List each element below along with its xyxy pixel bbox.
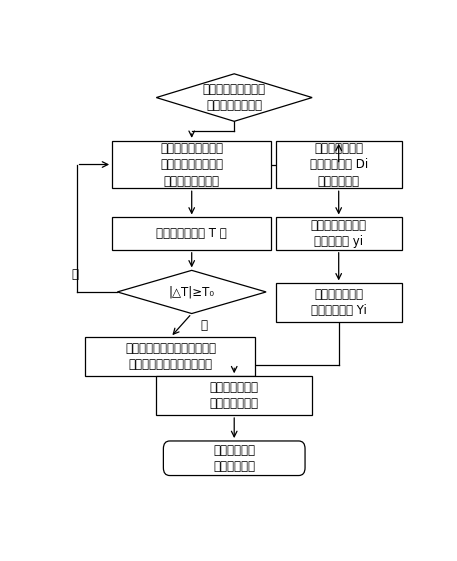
FancyBboxPatch shape: [112, 218, 271, 250]
FancyBboxPatch shape: [276, 141, 402, 188]
FancyBboxPatch shape: [156, 376, 312, 415]
Text: 否: 否: [71, 268, 78, 281]
Text: 制定干线交通信
号协调控制方案: 制定干线交通信 号协调控制方案: [210, 381, 259, 410]
Text: |△T|≥T₀: |△T|≥T₀: [169, 286, 215, 298]
Text: 建立协调方向上
车辆的到达率 Di
的时间曲线图: 建立协调方向上 车辆的到达率 Di 的时间曲线图: [309, 141, 368, 187]
FancyBboxPatch shape: [164, 441, 305, 476]
Text: 计算公共周期值 T 公: 计算公共周期值 T 公: [156, 227, 227, 240]
Text: 计算各交叉口的
绝对相位差值 Yi: 计算各交叉口的 绝对相位差值 Yi: [311, 288, 367, 318]
Text: 执行新的交通
信号控制方案: 执行新的交通 信号控制方案: [213, 444, 255, 473]
Text: 计算各交叉口在协调控制模式
下的交通信号控制配时方案: 计算各交叉口在协调控制模式 下的交通信号控制配时方案: [125, 342, 216, 371]
FancyBboxPatch shape: [276, 218, 402, 250]
Polygon shape: [117, 270, 266, 314]
FancyBboxPatch shape: [112, 141, 271, 188]
Text: 选择起始基准点，并
为沿线交叉口编号: 选择起始基准点，并 为沿线交叉口编号: [203, 83, 266, 112]
Text: 计算各交叉口的相
对相位差值 yi: 计算各交叉口的相 对相位差值 yi: [311, 219, 367, 249]
Text: 是: 是: [201, 319, 207, 332]
Text: 采集各交叉口上一周
期交通流数据，计算
各交叉口的权重值: 采集各交叉口上一周 期交通流数据，计算 各交叉口的权重值: [160, 141, 223, 187]
FancyBboxPatch shape: [276, 283, 402, 322]
Polygon shape: [156, 74, 312, 121]
FancyBboxPatch shape: [85, 337, 255, 376]
